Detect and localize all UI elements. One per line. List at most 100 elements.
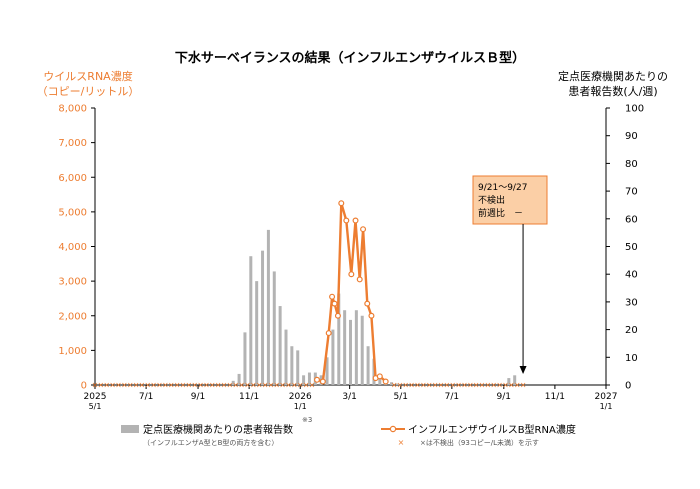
- patient-report-bar: [231, 380, 235, 385]
- y-left-title-line1: ウイルスRNA濃度: [43, 69, 132, 83]
- patient-report-bar: [395, 383, 399, 385]
- legend-line-note: ×は不検出（93コピー/L未満）を示す: [420, 438, 539, 447]
- footnote-mark: ※3: [302, 416, 312, 424]
- patient-report-bar: [266, 229, 270, 385]
- patient-report-bars: [231, 229, 517, 385]
- not-detected-marker: ×: [502, 381, 509, 390]
- patient-report-bar: [237, 373, 241, 385]
- y-right-title-line2: 患者報告数(人/週): [568, 85, 657, 98]
- not-detected-marker: ×: [496, 381, 503, 390]
- not-detected-marker: ×: [279, 381, 286, 390]
- patient-report-bar: [296, 350, 300, 385]
- patient-report-bar: [360, 315, 364, 385]
- patient-report-bar: [331, 329, 335, 385]
- legend-not-detected-marker: ×: [398, 438, 405, 447]
- not-detected-marker: ×: [238, 381, 245, 390]
- rna-concentration-point: [319, 378, 326, 385]
- annotation-status: 不検出: [478, 194, 505, 206]
- not-detected-marker: ×: [391, 381, 398, 390]
- y-right-tick-label: 100: [625, 104, 644, 115]
- rna-concentration-point: [334, 312, 341, 319]
- y-left-tick-label: 3,000: [58, 277, 87, 288]
- not-detected-marker: ×: [174, 381, 181, 390]
- not-detected-marker: ×: [285, 381, 292, 390]
- x-tick-label: 11/1: [239, 392, 259, 402]
- not-detected-marker: ×: [103, 381, 110, 390]
- latest-week-annotation: 9/21～9/27 不検出 前週比 －: [472, 175, 548, 374]
- y-left-ticks: 0 1,000 2,000 3,000 4,000 5,000 6,000 7,000 8,00…: [58, 104, 95, 392]
- not-detected-marker: ×: [268, 381, 275, 390]
- not-detected-marker: ×: [508, 381, 515, 390]
- not-detected-marker: ×: [133, 381, 140, 390]
- not-detected-marker: ×: [309, 381, 316, 390]
- legend: 定点医療機関あたりの患者報告数 （インフルエンザA型とB型の両方を含む） インフ…: [121, 423, 576, 447]
- y-right-tick-label: 20: [625, 325, 638, 336]
- not-detected-marker: ×: [297, 381, 304, 390]
- x-tick-sublabel: 1/1: [600, 402, 613, 411]
- patient-report-bar: [278, 306, 282, 385]
- not-detected-marker: ×: [432, 381, 439, 390]
- rna-concentration-point: [329, 293, 336, 300]
- not-detected-marker: ×: [467, 381, 474, 390]
- rna-concentration-point: [376, 373, 383, 380]
- y-right-tick-label: 80: [625, 159, 638, 170]
- legend-line-label: インフルエンザウイルスB型RNA濃度: [408, 423, 576, 436]
- y-left-tick-label: 6,000: [58, 173, 87, 184]
- chart-title: 下水サーベイランスの結果（インフルエンザウイルスＢ型）: [175, 50, 525, 66]
- patient-report-bar: [513, 375, 517, 385]
- not-detected-marker: ×: [185, 381, 192, 390]
- rna-concentration-point: [368, 312, 375, 319]
- y-right-tick-label: 50: [625, 242, 638, 253]
- x-tick-label: 7/1: [139, 392, 153, 402]
- patient-report-bar: [378, 376, 382, 385]
- not-detected-marker: ×: [209, 381, 216, 390]
- y-right-tick-label: 40: [625, 270, 638, 281]
- not-detected-marker: ×: [150, 381, 157, 390]
- not-detected-marker: ×: [191, 381, 198, 390]
- y-right-tick-label: 70: [625, 187, 638, 198]
- legend-bar-note: （インフルエンザA型とB型の両方を含む）: [143, 438, 278, 447]
- legend-bar-label: 定点医療機関あたりの患者報告数: [143, 423, 293, 436]
- rna-concentration-point: [343, 217, 350, 224]
- not-detected-marker: ×: [180, 381, 187, 390]
- not-detected-marker: ×: [232, 381, 239, 390]
- y-right-tick-label: 10: [625, 353, 638, 364]
- not-detected-marker: ×: [438, 381, 445, 390]
- not-detected-marker: ×: [443, 381, 450, 390]
- x-tick-label: 5/1: [394, 392, 408, 402]
- rna-concentration-point: [313, 376, 320, 383]
- rna-concentration-line: [313, 200, 389, 385]
- rna-concentration-point: [352, 217, 359, 224]
- rna-concentration-point: [382, 378, 389, 385]
- annotation-period: 9/21～9/27: [478, 183, 527, 193]
- not-detected-marker: ×: [256, 381, 263, 390]
- y-right-title-line1: 定点医療機関あたりの: [558, 69, 668, 83]
- y-left-tick-label: 2,000: [58, 311, 87, 322]
- annotation-change: 前週比 －: [478, 207, 523, 219]
- not-detected-marker: ×: [139, 381, 146, 390]
- not-detected-marker: ×: [408, 381, 415, 390]
- rna-concentration-point: [360, 226, 367, 233]
- patient-report-bar: [349, 319, 352, 385]
- not-detected-marker: ×: [98, 381, 105, 390]
- not-detected-marker: ×: [303, 381, 310, 390]
- y-right-tick-label: 30: [625, 297, 638, 308]
- not-detected-marker: ×: [490, 381, 497, 390]
- x-tick-label: 2027: [595, 392, 618, 402]
- patient-report-bar: [354, 310, 358, 385]
- not-detected-marker: ×: [262, 381, 269, 390]
- patient-report-bar: [255, 281, 259, 385]
- y-left-tick-label: 4,000: [58, 242, 87, 253]
- not-detected-marker: ×: [203, 381, 210, 390]
- not-detected-marker: ×: [479, 381, 486, 390]
- rna-concentration-point: [364, 300, 371, 307]
- patient-report-bar: [261, 250, 265, 385]
- x-tick-label: 9/1: [191, 392, 205, 402]
- not-detected-marker: ×: [221, 381, 228, 390]
- patient-report-bar: [249, 256, 253, 385]
- x-tick-label: 11/1: [545, 392, 565, 402]
- not-detected-marker: ×: [520, 381, 527, 390]
